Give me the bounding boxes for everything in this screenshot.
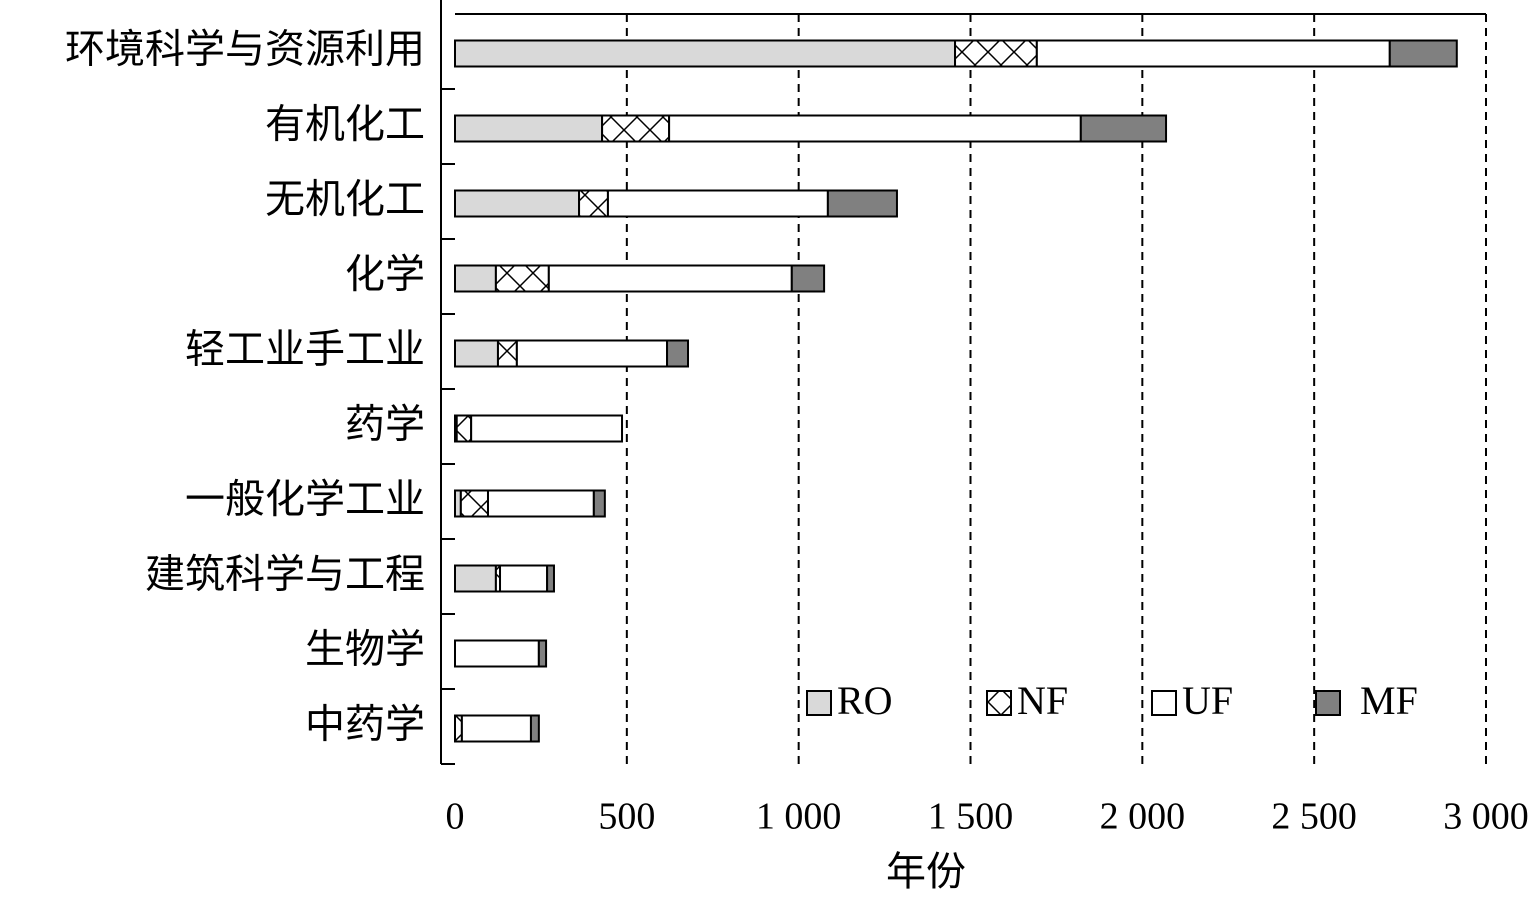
y-tick-label: 建筑科学与工程: [145, 552, 425, 597]
y-tick-label: 环境科学与资源利用: [65, 27, 425, 72]
x-tick-label: 2 500: [1271, 796, 1357, 838]
bar-segment: [515, 339, 669, 368]
bar-segment: [470, 414, 624, 443]
y-tick-label: 药学: [345, 402, 425, 447]
x-axis-title: 年份: [886, 849, 966, 894]
bar-segment: [1079, 114, 1168, 143]
bar-segment: [1388, 39, 1458, 68]
legend-label: NF: [1017, 678, 1068, 723]
y-tick-label: 化学: [345, 252, 425, 297]
bar-segment: [454, 114, 604, 143]
bar-segment: [455, 414, 473, 443]
bar-segment: [529, 714, 540, 743]
bar-segment: [826, 189, 898, 218]
bar-segment: [454, 639, 540, 668]
bar-segment: [592, 489, 606, 518]
x-tick-label: 2 000: [1100, 796, 1186, 838]
y-tick-label: 生物学: [305, 627, 425, 672]
bar-segment: [454, 564, 497, 593]
y-tick-label: 中药学: [305, 702, 425, 747]
bar-segment: [454, 339, 499, 368]
bar-segment: [668, 114, 1082, 143]
legend-label: RO: [837, 678, 893, 723]
legend-swatch: [986, 690, 1012, 716]
bar-segment: [547, 264, 793, 293]
legend-swatch: [1151, 690, 1177, 716]
bar-segment: [499, 564, 549, 593]
y-tick-label: 轻工业手工业: [185, 327, 425, 372]
y-tick-label: 无机化工: [265, 177, 425, 222]
legend-swatch: [1315, 690, 1341, 716]
bar-segment: [537, 639, 548, 668]
bar-segment: [954, 39, 1038, 68]
bar-segment: [454, 189, 581, 218]
bar-segment: [578, 189, 609, 218]
x-tick-label: 1 000: [756, 796, 842, 838]
legend-label: MF: [1360, 678, 1418, 723]
legend-label: UF: [1182, 678, 1233, 723]
bar-segment: [494, 264, 550, 293]
bar-segment: [546, 564, 555, 593]
bar-segment: [454, 39, 957, 68]
bar-segment: [460, 714, 532, 743]
bar-segment: [606, 189, 829, 218]
y-tick-label: 一般化学工业: [185, 477, 425, 522]
y-tick-label: 有机化工: [265, 102, 425, 147]
bar-segment: [486, 489, 595, 518]
x-tick-label: 3 000: [1443, 796, 1529, 838]
bar-segment: [496, 339, 518, 368]
bar-segment: [1035, 39, 1391, 68]
bar-segment: [601, 114, 671, 143]
legend-swatch: [806, 690, 832, 716]
bar-segment: [454, 714, 463, 743]
x-tick-label: 1 500: [928, 796, 1014, 838]
x-tick-label: 500: [598, 796, 655, 838]
bar-segment: [459, 489, 489, 518]
x-tick-label: 0: [446, 796, 465, 838]
bar-segment: [666, 339, 690, 368]
bar-segment: [454, 264, 497, 293]
bar-segment: [790, 264, 826, 293]
